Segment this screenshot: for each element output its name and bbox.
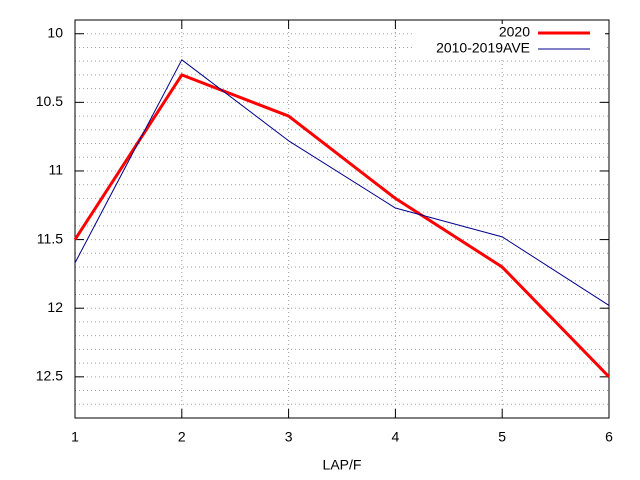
plot-border [74, 19, 610, 419]
y-tick-label: 10 [47, 24, 63, 40]
x-tick-label: 1 [71, 429, 79, 445]
y-tick-label: 12 [47, 299, 63, 315]
x-tick-label: 2 [178, 429, 186, 445]
series-line [73, 73, 611, 378]
x-tick-label: 5 [498, 429, 506, 445]
y-tick-label: 11 [48, 162, 63, 178]
legend-label: 2010-2019AVE [436, 40, 530, 56]
y-tick-label: 11.5 [37, 230, 63, 246]
y-tick-label: 12.5 [36, 368, 63, 384]
y-tick-label: 10.5 [36, 93, 63, 109]
x-tick-label: 3 [285, 429, 293, 445]
x-tick-label: 4 [392, 429, 400, 445]
series-line [74, 59, 610, 306]
x-axis-label: LAP/F [323, 457, 362, 473]
legend-label: 2020 [499, 24, 530, 40]
legend-box [415, 24, 605, 60]
x-tick-label: 6 [605, 429, 613, 445]
